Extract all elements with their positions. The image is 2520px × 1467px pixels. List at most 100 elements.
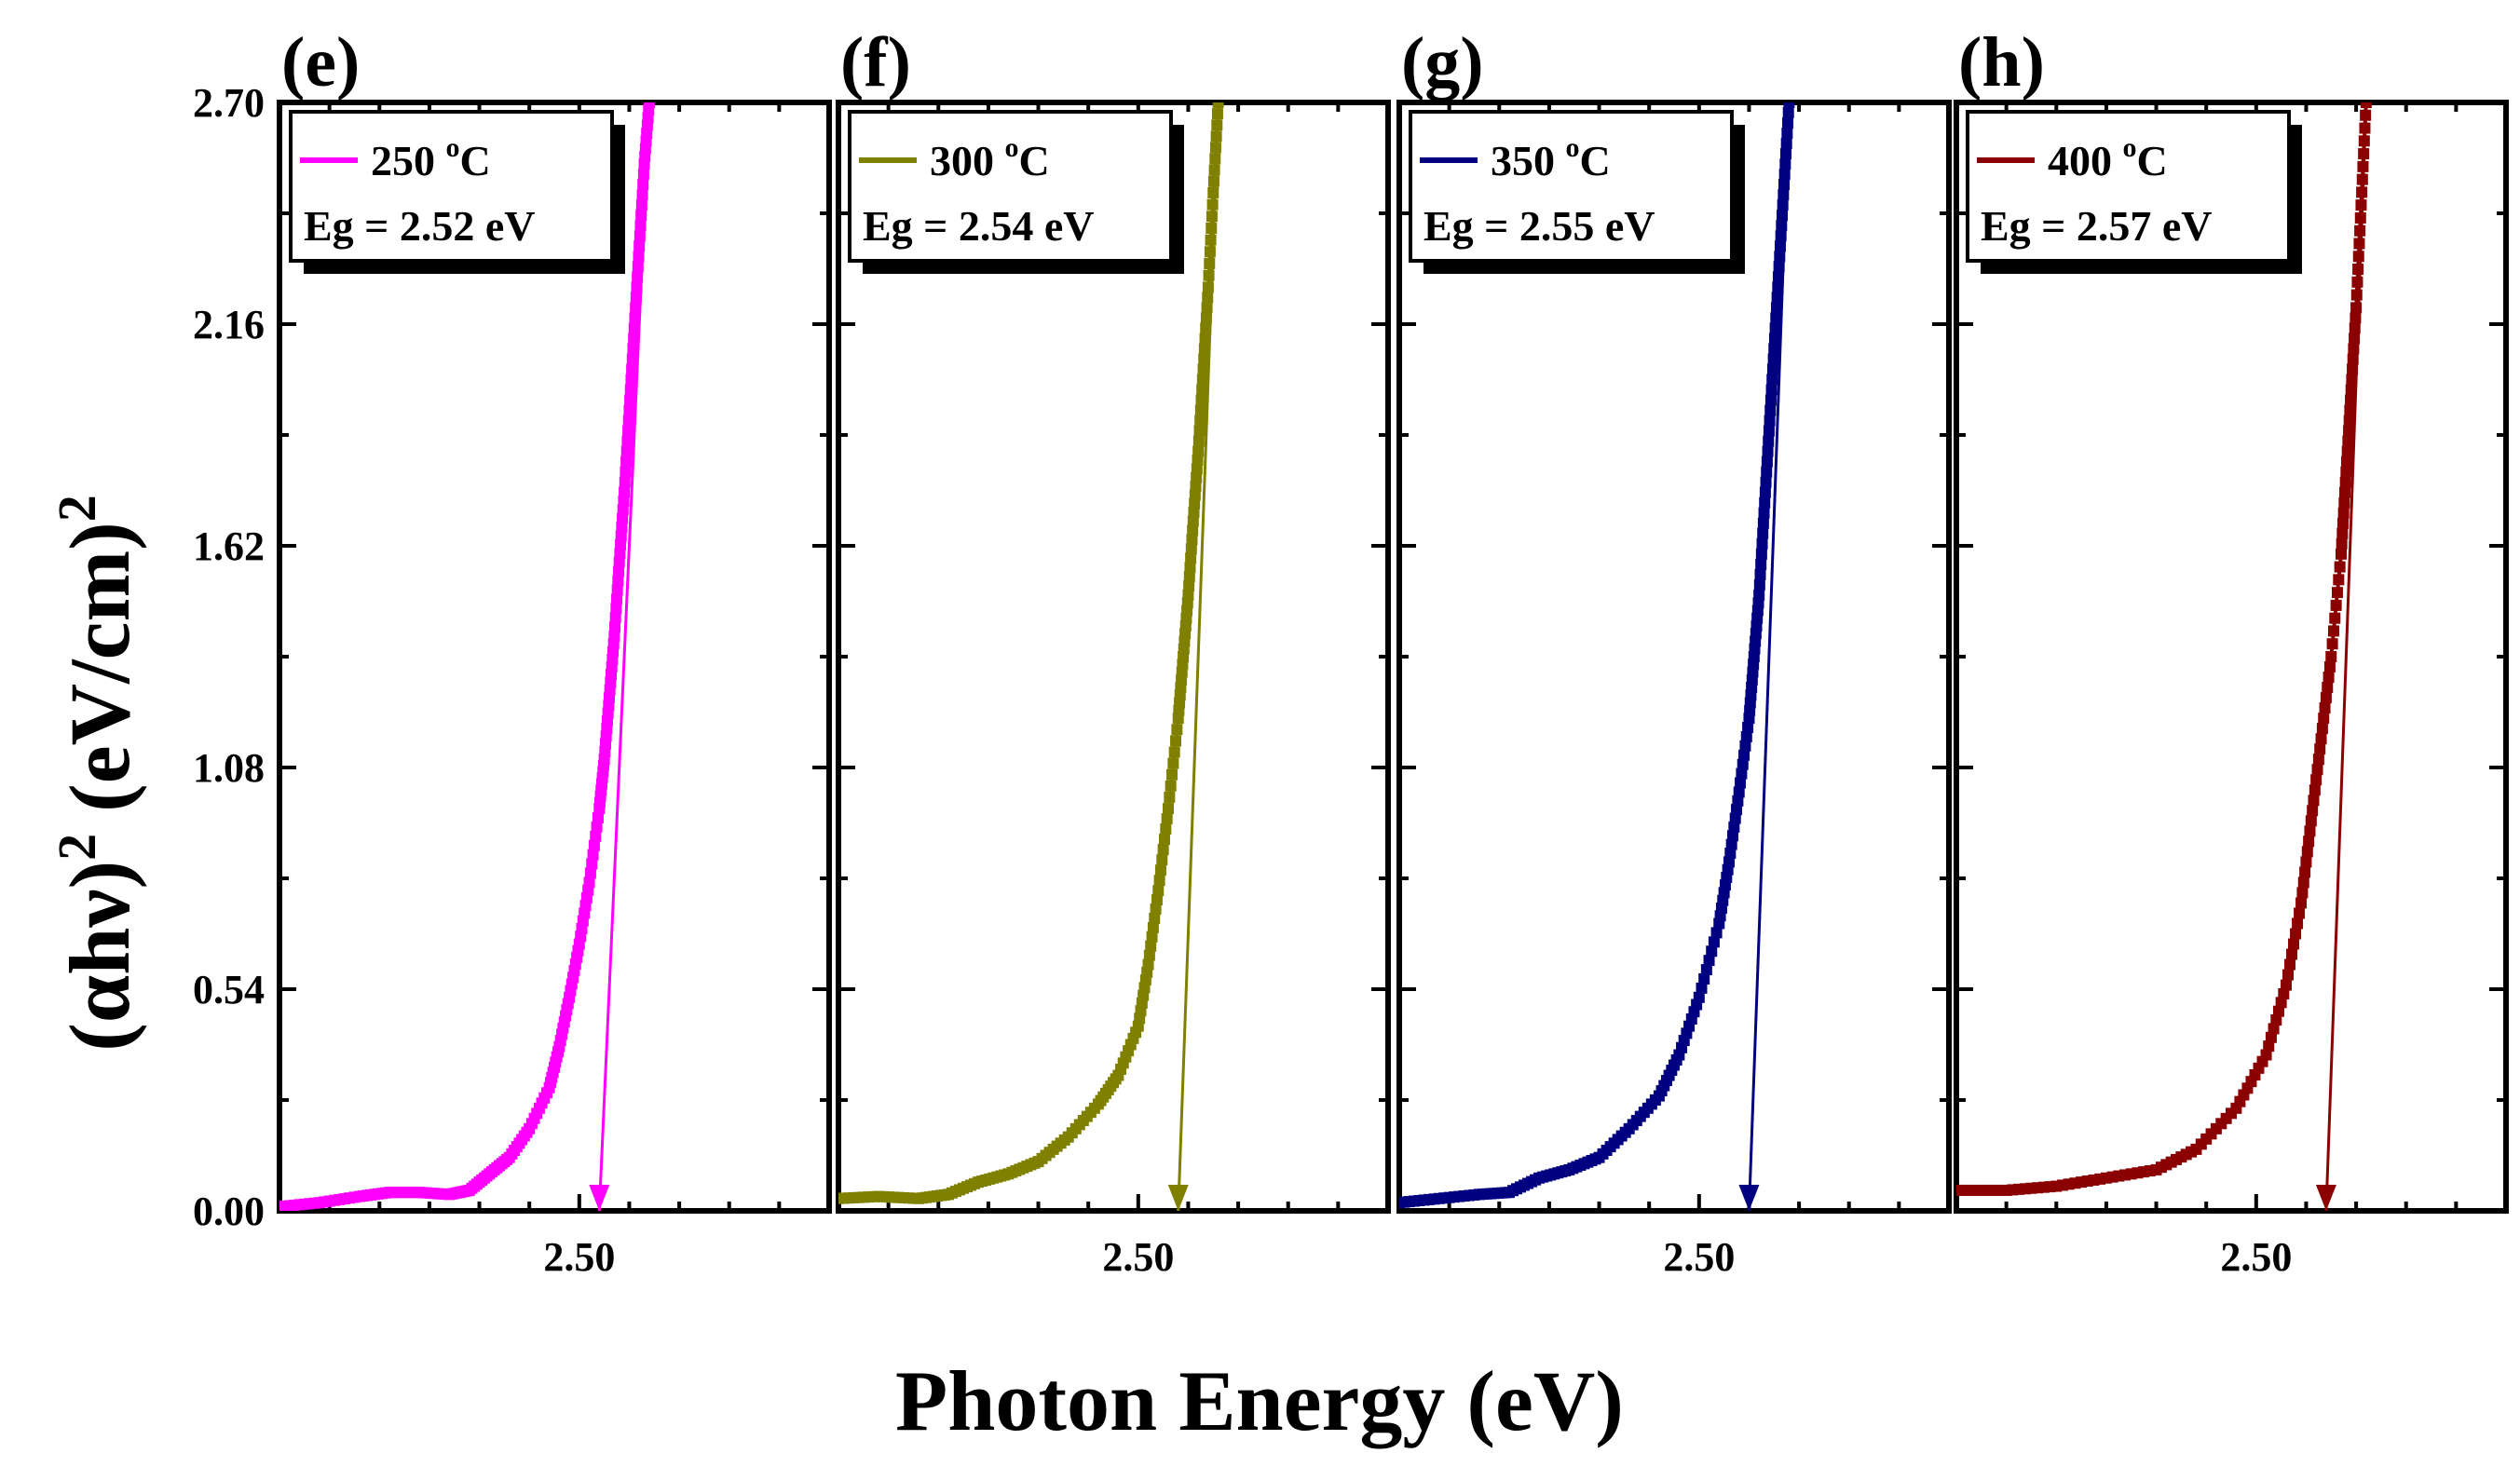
data-point — [2286, 948, 2298, 960]
data-point — [1158, 834, 1170, 846]
data-point — [1740, 730, 1752, 742]
data-point — [1185, 552, 1197, 564]
data-point — [2353, 238, 2365, 250]
data-point — [2314, 743, 2326, 755]
data-point — [1195, 394, 1207, 406]
data-point — [608, 630, 620, 642]
data-point — [2307, 805, 2319, 817]
data-point — [1724, 848, 1737, 860]
data-point — [2337, 507, 2350, 519]
data-point — [2288, 938, 2300, 950]
panel-3: 2.50 (g)350 oC Eg = 2.55 eV — [1396, 23, 1952, 1280]
data-point — [613, 565, 625, 577]
y-tick-label: 0.00 — [193, 1189, 265, 1234]
fit-arrowhead — [1738, 1185, 1760, 1211]
data-point — [1194, 414, 1206, 427]
data-point — [1161, 813, 1173, 825]
data-point — [2275, 997, 2287, 1009]
y-tick-label: 0.54 — [193, 967, 265, 1012]
data-point — [1753, 578, 1765, 591]
data-point — [1765, 384, 1778, 396]
data-point — [2320, 692, 2332, 704]
data-point — [1763, 425, 1775, 437]
data-point — [2312, 754, 2324, 766]
data-point — [1206, 198, 1219, 211]
data-point — [609, 621, 621, 633]
y-axis-title-sup: 2 — [47, 834, 107, 861]
data-point — [584, 867, 596, 879]
data-point — [2341, 445, 2353, 457]
data-point — [1150, 903, 1162, 916]
data-point — [1153, 875, 1165, 887]
data-point — [1157, 844, 1169, 856]
data-point — [1191, 463, 1203, 475]
data-point — [2308, 795, 2320, 807]
data-point — [2265, 1031, 2277, 1043]
data-point — [1696, 982, 1708, 994]
legend-eg: Eg = 2.57 eV — [1981, 202, 2213, 250]
data-point — [1778, 179, 1790, 191]
data-point — [1194, 404, 1206, 416]
fit-arrowhead — [2315, 1185, 2336, 1211]
x-axis-title: Photon Energy (eV) — [895, 1353, 1624, 1448]
data-point — [1727, 830, 1739, 842]
data-point — [1200, 322, 1212, 334]
data-point — [620, 466, 632, 478]
data-point — [1183, 579, 1195, 591]
data-point — [1758, 507, 1770, 519]
data-point — [2341, 455, 2353, 468]
legend-box — [1966, 110, 2291, 263]
data-point — [615, 530, 627, 542]
data-point — [1693, 991, 1705, 1003]
legend-box — [848, 110, 1173, 263]
y-axis-title-unit-sup: 2 — [47, 495, 107, 522]
data-point — [1206, 211, 1218, 223]
data-point — [1199, 333, 1211, 345]
fit-arrowhead — [589, 1185, 610, 1211]
legend-eg: Eg = 2.55 eV — [1423, 202, 1655, 250]
data-point — [1190, 481, 1202, 493]
data-point — [1754, 568, 1766, 580]
data-point — [1755, 558, 1767, 570]
data-point — [2260, 1049, 2272, 1061]
panel-2: 2.50 (f) 300 oC Eg = 2.54 eV — [836, 23, 1391, 1280]
data-point — [2299, 866, 2311, 878]
data-point — [1183, 571, 1195, 583]
data-point — [2339, 476, 2351, 488]
data-point — [625, 374, 637, 386]
legend-temp-value: 400 — [2048, 137, 2123, 184]
data-point — [2325, 651, 2337, 662]
data-point — [2340, 466, 2352, 478]
data-point — [2290, 928, 2302, 940]
data-point — [1725, 838, 1737, 850]
data-point — [615, 538, 627, 550]
data-point — [1761, 455, 1773, 468]
data-point — [1187, 515, 1199, 527]
data-point — [1753, 589, 1765, 601]
data-point — [2338, 496, 2350, 509]
data-point — [2296, 887, 2309, 899]
fit-line — [1177, 102, 1220, 1211]
data-point — [2284, 958, 2296, 971]
data-point — [610, 603, 622, 615]
data-point — [2304, 825, 2316, 837]
data-point — [2352, 264, 2364, 276]
data-point — [1207, 186, 1219, 198]
panels-group: 2.500.000.541.081.622.162.70(e)250 oCEg … — [193, 23, 2509, 1280]
data-point — [2295, 897, 2308, 909]
data-point — [2329, 612, 2341, 624]
data-point — [1193, 425, 1206, 437]
data-point — [2334, 561, 2346, 573]
series-group — [279, 102, 655, 1211]
data-point — [2330, 599, 2342, 611]
data-point — [623, 404, 635, 416]
legend-temp-unit: C — [460, 137, 491, 184]
data-point — [630, 302, 642, 314]
data-point — [2315, 733, 2327, 745]
legend-temp-value: 350 — [1491, 137, 1566, 184]
data-point — [1764, 414, 1776, 427]
data-point — [620, 455, 633, 468]
data-point — [2281, 979, 2292, 991]
data-point — [2323, 661, 2336, 673]
